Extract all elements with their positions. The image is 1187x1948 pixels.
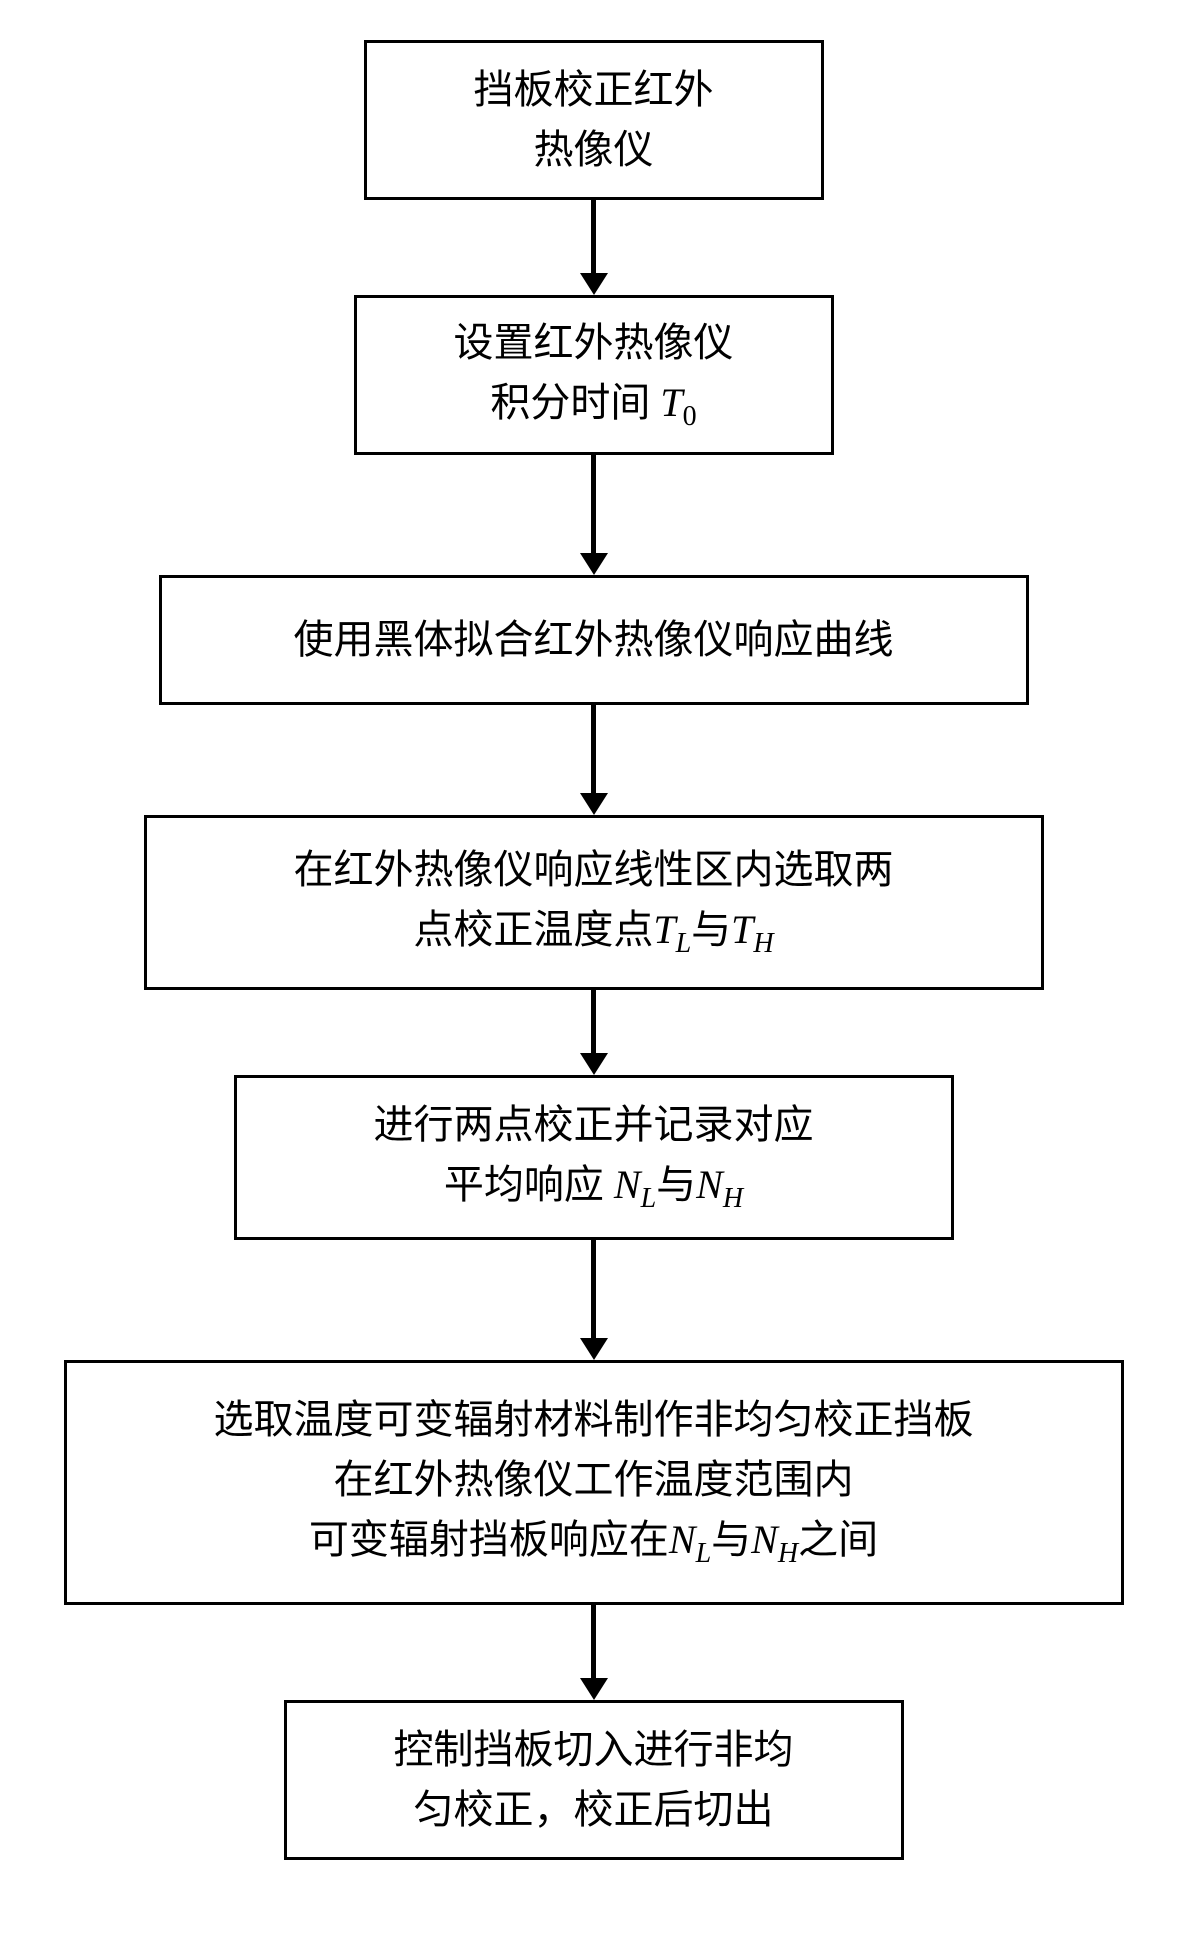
flowchart-arrow-1 [580,200,608,295]
flowchart-arrow-3 [580,705,608,815]
flowchart-box-4: 在红外热像仪响应线性区内选取两点校正温度点TL与TH [144,815,1044,990]
flowchart-box-2: 设置红外热像仪积分时间 T0 [354,295,834,455]
flowchart-box-5: 进行两点校正并记录对应平均响应 NL与NH [234,1075,954,1240]
flowchart-arrow-5 [580,1240,608,1360]
flowchart-arrow-4 [580,990,608,1075]
flowchart-box-1: 挡板校正红外热像仪 [364,40,824,200]
flowchart-box-7: 控制挡板切入进行非均匀校正，校正后切出 [284,1700,904,1860]
flowchart-arrow-2 [580,455,608,575]
flowchart-arrow-6 [580,1605,608,1700]
flowchart-container: 挡板校正红外热像仪设置红外热像仪积分时间 T0 使用黑体拟合红外热像仪响应曲线在红… [0,0,1187,1920]
flowchart-box-3: 使用黑体拟合红外热像仪响应曲线 [159,575,1029,705]
flowchart-box-6: 选取温度可变辐射材料制作非均匀校正挡板在红外热像仪工作温度范围内可变辐射挡板响应… [64,1360,1124,1605]
